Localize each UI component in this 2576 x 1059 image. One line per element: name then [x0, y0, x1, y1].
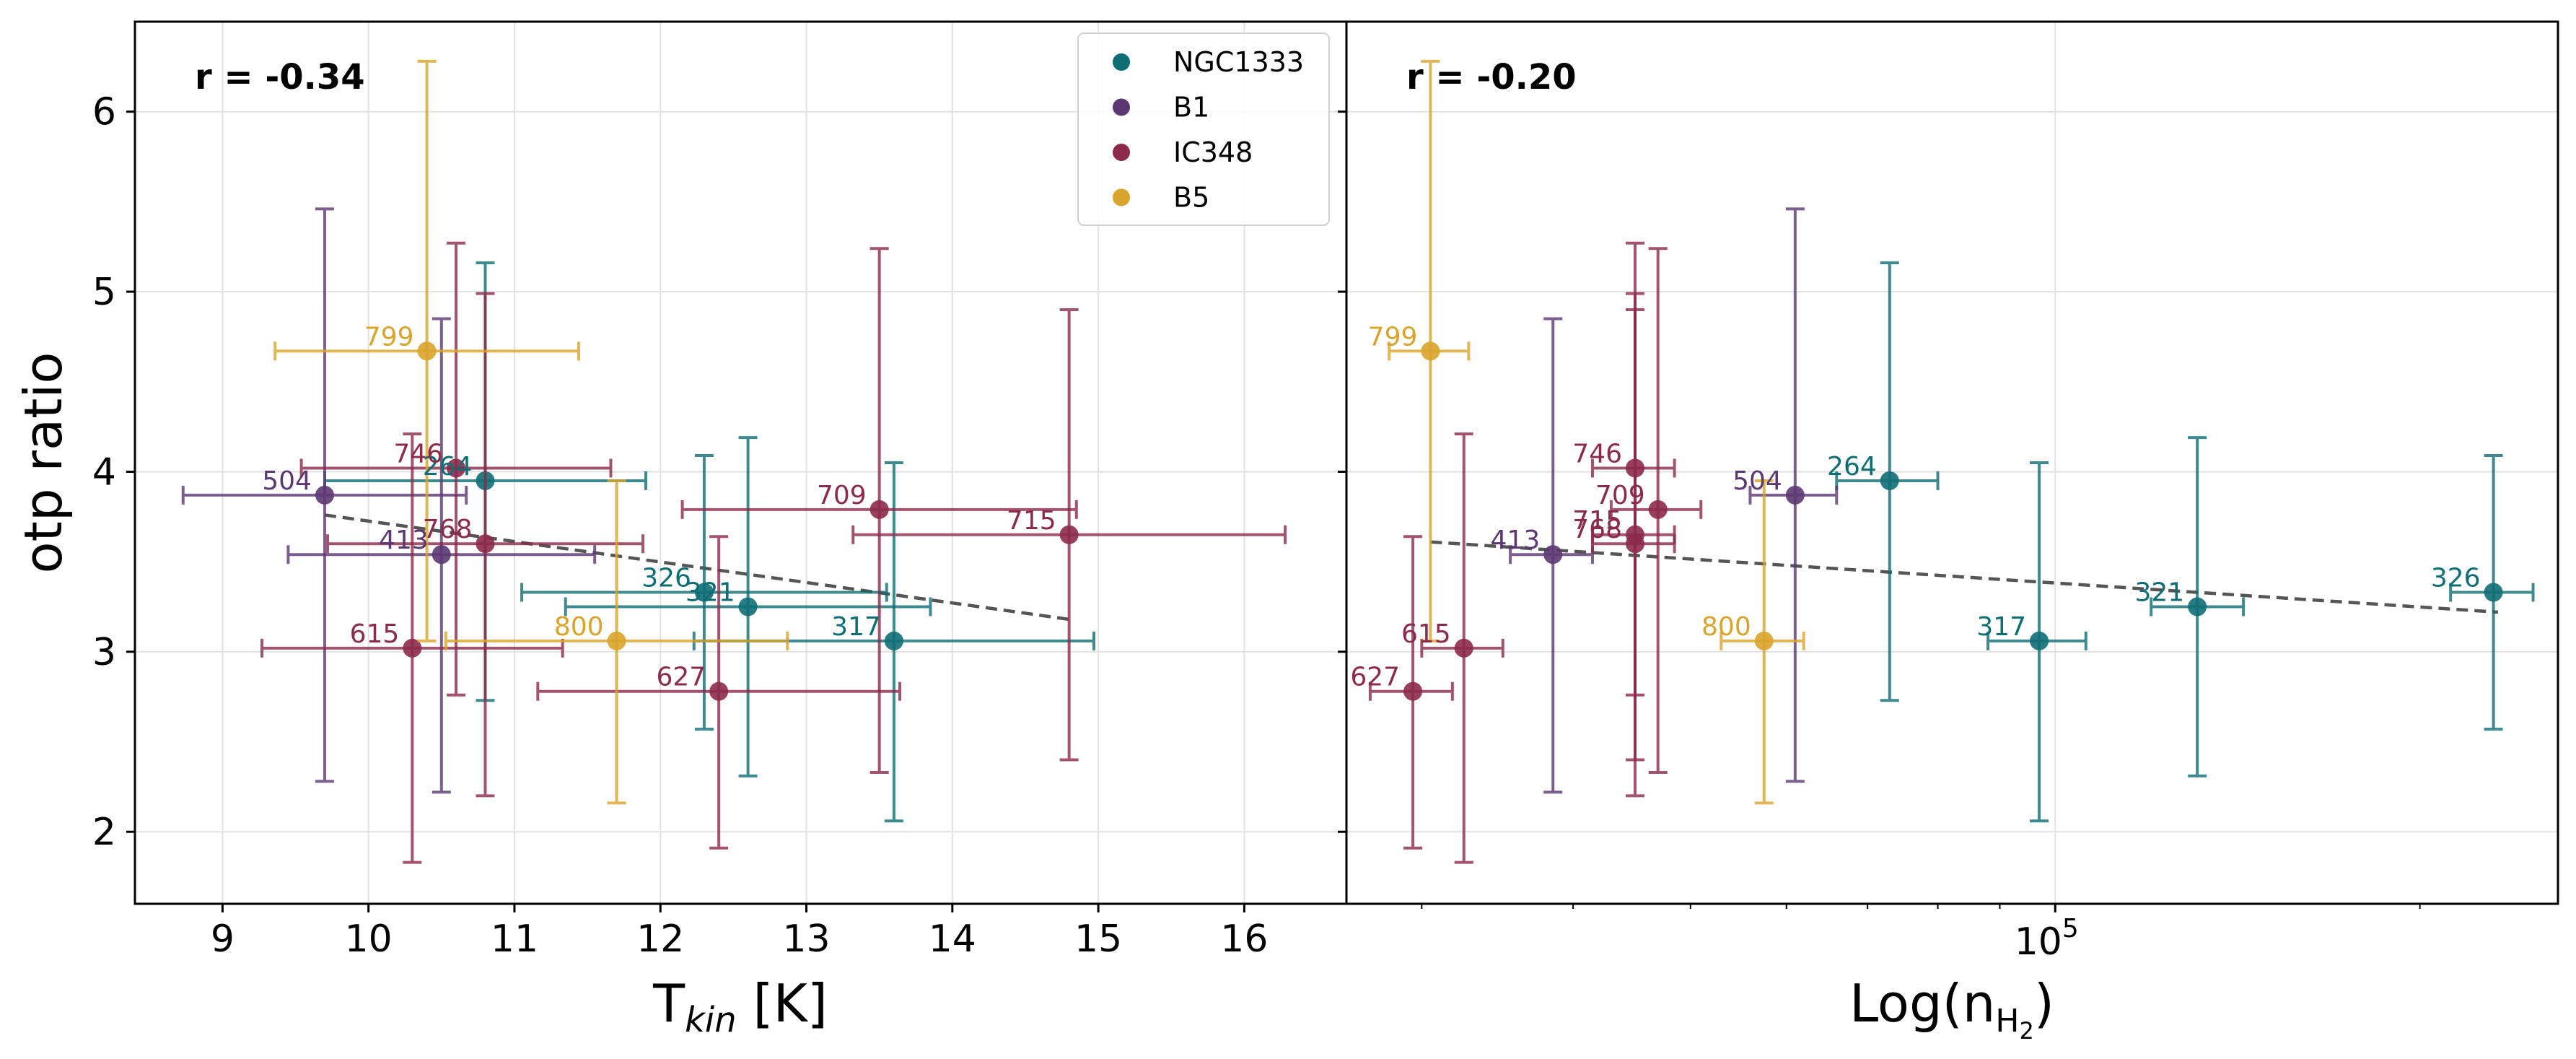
point-label-800: 800: [1701, 612, 1751, 642]
x-tick-label: 16: [1220, 918, 1268, 961]
point-label-504: 504: [1732, 466, 1782, 496]
point-label-715: 715: [1007, 506, 1056, 536]
point-label-627: 627: [656, 663, 706, 692]
x-tick-label: 14: [929, 918, 976, 961]
data-point-615: [1454, 638, 1473, 658]
point-label-768: 768: [1572, 515, 1622, 544]
legend-marker: [1113, 144, 1130, 161]
point-label-413: 413: [1491, 526, 1541, 555]
point-label-615: 615: [350, 619, 400, 649]
x-tick-label: 15: [1074, 918, 1122, 961]
data-point-799: [417, 341, 437, 361]
data-point-317: [2030, 631, 2049, 650]
data-point-317: [884, 631, 903, 650]
y-tick-label: 2: [92, 811, 116, 854]
data-point-615: [403, 638, 422, 658]
x-tick-label: 11: [491, 918, 538, 961]
data-point-504: [1785, 485, 1805, 505]
legend-label: B1: [1173, 92, 1209, 123]
point-label-768: 768: [423, 515, 473, 544]
left-panel: 2643263213175044137467687097156156277998…: [92, 20, 1348, 961]
data-point-326: [694, 583, 714, 602]
x-tick-label: 13: [782, 918, 830, 961]
data-point-746: [447, 458, 466, 478]
data-point-715: [1059, 525, 1079, 544]
legend-marker: [1113, 188, 1130, 206]
data-point-768: [476, 534, 495, 554]
legend-marker: [1113, 98, 1130, 116]
y-axis-label: otp ratio: [13, 352, 74, 574]
point-label-413: 413: [379, 526, 429, 555]
trend-line: [1430, 540, 2499, 614]
point-label-715: 715: [1572, 506, 1622, 536]
point-label-746: 746: [1572, 439, 1622, 469]
point-label-321: 321: [2134, 578, 2184, 608]
x-axis-label-right: Log(nH2): [1849, 973, 2054, 1045]
data-point-504: [315, 485, 334, 505]
y-tick-label: 4: [92, 450, 116, 494]
point-label-317: 317: [831, 612, 881, 642]
legend-box: [1077, 32, 1330, 226]
point-label-317: 317: [1976, 612, 2026, 642]
x-tick-label: 9: [211, 918, 235, 961]
point-label-504: 504: [262, 466, 312, 496]
legend-label: B5: [1173, 182, 1209, 214]
y-tick-label: 3: [92, 631, 116, 674]
x-axis-label-left: Tkin [K]: [652, 973, 828, 1040]
point-label-264: 264: [1827, 452, 1877, 481]
point-label-800: 800: [554, 612, 604, 642]
data-point-321: [2188, 597, 2207, 616]
point-label-264: 264: [423, 452, 473, 481]
data-point-321: [738, 597, 758, 616]
data-point-326: [2484, 583, 2503, 602]
point-label-321: 321: [685, 578, 735, 608]
point-label-799: 799: [364, 322, 414, 352]
y-tick-label: 6: [92, 91, 116, 134]
correlation-annotation-left: r = -0.34: [195, 57, 365, 97]
point-label-326: 326: [2431, 564, 2481, 593]
data-point-800: [1754, 631, 1774, 650]
data-point-627: [1403, 681, 1423, 701]
correlation-annotation-right: r = -0.20: [1406, 57, 1577, 97]
data-point-627: [709, 681, 729, 701]
point-label-709: 709: [1595, 481, 1645, 510]
point-label-709: 709: [817, 481, 867, 510]
x-tick-label: 10: [345, 918, 393, 961]
y-tick-label: 5: [92, 271, 116, 314]
data-point-768: [1626, 534, 1645, 554]
point-label-627: 627: [1350, 663, 1400, 692]
legend-marker: [1113, 53, 1130, 71]
point-label-326: 326: [641, 564, 691, 593]
data-point-413: [431, 545, 451, 565]
legend-label: NGC1333: [1173, 46, 1304, 78]
data-point-709: [1648, 500, 1668, 519]
point-label-799: 799: [1368, 322, 1418, 352]
point-label-615: 615: [1401, 619, 1451, 649]
legend-label: IC348: [1173, 136, 1253, 168]
data-point-264: [1880, 471, 1899, 490]
x-tick-label: 12: [636, 918, 684, 961]
data-point-709: [869, 500, 889, 519]
data-point-800: [607, 631, 626, 650]
data-point-799: [1421, 341, 1440, 361]
x-tick-label: 105: [2015, 914, 2079, 964]
point-label-746: 746: [393, 439, 443, 469]
data-point-413: [1543, 545, 1563, 565]
